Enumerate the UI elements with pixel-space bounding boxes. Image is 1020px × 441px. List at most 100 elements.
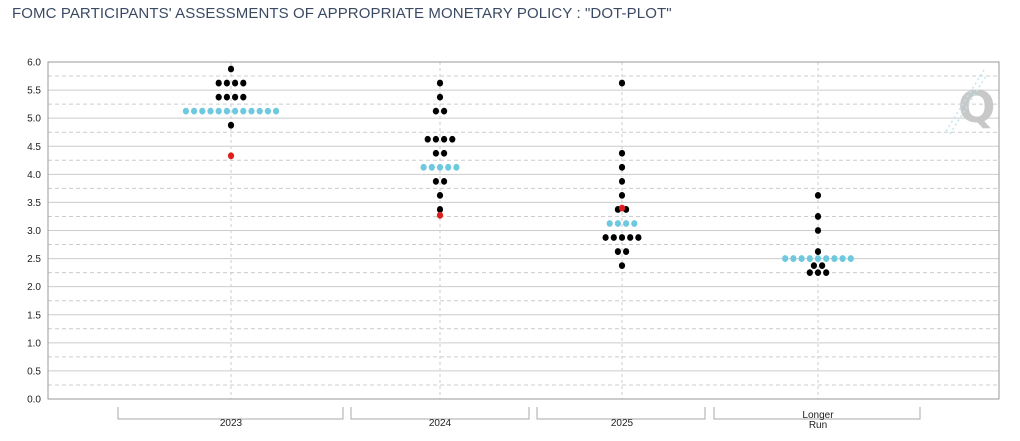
participant-dot bbox=[618, 149, 626, 157]
median-dot bbox=[264, 107, 271, 115]
x-tick-label: 2025 bbox=[611, 418, 634, 429]
y-tick-label: 5.5 bbox=[27, 86, 41, 97]
median-dot bbox=[445, 163, 452, 171]
category-bracket bbox=[536, 407, 706, 420]
participant-dot bbox=[441, 149, 448, 157]
participant-dot bbox=[432, 177, 439, 185]
participant-dot bbox=[635, 234, 642, 241]
median-dot bbox=[215, 107, 222, 115]
dot-layer bbox=[182, 65, 854, 277]
participant-dot bbox=[814, 227, 822, 234]
median-dot bbox=[782, 255, 789, 262]
y-tick-label: 0.0 bbox=[27, 395, 41, 406]
x-tick-label: Run bbox=[809, 420, 827, 431]
median-dot bbox=[420, 163, 427, 171]
logo-watermark: Q bbox=[945, 69, 995, 135]
participant-dot bbox=[232, 79, 239, 87]
participant-dot bbox=[240, 93, 247, 101]
median-dot bbox=[240, 107, 247, 115]
participant-dot bbox=[618, 177, 626, 185]
participant-dot bbox=[814, 269, 822, 277]
plot-frame bbox=[47, 61, 1000, 400]
participant-dot bbox=[215, 79, 222, 87]
category-bracket bbox=[117, 407, 344, 420]
participant-dot bbox=[432, 149, 439, 157]
participant-dot bbox=[441, 135, 448, 143]
median-dot bbox=[273, 107, 280, 115]
y-tick-label: 2.5 bbox=[27, 254, 41, 265]
participant-dot bbox=[432, 135, 439, 143]
participant-dot bbox=[618, 79, 626, 87]
y-tick-label: 2.0 bbox=[27, 282, 41, 293]
y-tick-label: 4.0 bbox=[27, 170, 41, 181]
participant-dot bbox=[232, 93, 239, 101]
y-tick-label: 1.0 bbox=[27, 338, 41, 349]
participant-dot bbox=[618, 234, 626, 241]
participant-dot bbox=[602, 234, 609, 241]
chart-title: FOMC PARTICIPANTS' ASSESSMENTS OF APPROP… bbox=[12, 5, 672, 22]
x-tick-label: 2023 bbox=[220, 418, 243, 429]
median-dot bbox=[248, 107, 255, 115]
participant-dot bbox=[436, 206, 444, 213]
participant-dot bbox=[823, 269, 830, 277]
participant-dot bbox=[618, 163, 626, 171]
participant-dot bbox=[441, 177, 448, 185]
participant-dot bbox=[814, 213, 822, 220]
median-dot bbox=[606, 220, 613, 227]
median-dot bbox=[436, 163, 444, 171]
median-dot bbox=[839, 255, 846, 262]
participant-dot bbox=[814, 191, 822, 199]
participant-dot bbox=[436, 93, 444, 101]
highlight-dot bbox=[618, 204, 626, 212]
participant-dot bbox=[814, 248, 822, 255]
participant-dot bbox=[223, 79, 230, 87]
participant-dot bbox=[436, 79, 444, 87]
logo-stripe bbox=[949, 75, 987, 135]
y-tick-label: 6.0 bbox=[27, 58, 41, 69]
x-tick-label: Longer bbox=[802, 410, 834, 421]
median-dot bbox=[191, 107, 198, 115]
median-dot bbox=[798, 255, 805, 262]
median-dot bbox=[453, 163, 460, 171]
axis-layer: 0.0 0.5 1.0 1.5 2.0 2.5 3.0 3.5 4.0 4.5 5.0 5.5 6.0 2… bbox=[27, 58, 1000, 431]
highlight-dot bbox=[436, 211, 444, 219]
grid-layer bbox=[48, 61, 999, 400]
participant-dot bbox=[432, 107, 439, 115]
median-dot bbox=[631, 220, 638, 227]
participant-dot bbox=[614, 248, 622, 255]
participant-dot bbox=[810, 262, 818, 270]
participant-dot bbox=[240, 79, 247, 87]
median-dot bbox=[823, 255, 830, 262]
participant-dot bbox=[441, 107, 448, 115]
median-dot bbox=[847, 255, 854, 262]
participant-dot bbox=[610, 234, 617, 241]
median-dot bbox=[790, 255, 797, 262]
median-dot bbox=[182, 107, 189, 115]
median-dot bbox=[623, 220, 630, 227]
participant-dot bbox=[819, 262, 826, 270]
y-tick-label: 5.0 bbox=[27, 114, 41, 125]
y-tick-label: 1.5 bbox=[27, 310, 41, 321]
highlight-dot bbox=[227, 152, 235, 160]
median-dot bbox=[199, 107, 206, 115]
participant-dot bbox=[449, 135, 456, 143]
median-dot bbox=[232, 107, 239, 115]
median-dot bbox=[831, 255, 838, 262]
y-tick-label: 3.5 bbox=[27, 198, 41, 209]
participant-dot bbox=[215, 93, 222, 101]
participant-dot bbox=[627, 234, 634, 241]
x-tick-label: 2024 bbox=[429, 418, 452, 429]
y-tick-label: 3.0 bbox=[27, 226, 41, 237]
category-bracket bbox=[713, 407, 921, 420]
participant-dot bbox=[618, 191, 626, 199]
participant-dot bbox=[227, 121, 235, 129]
y-tick-label: 4.5 bbox=[27, 142, 41, 153]
category-bracket bbox=[350, 407, 530, 420]
participant-dot bbox=[618, 262, 626, 270]
participant-dot bbox=[223, 93, 230, 101]
median-dot bbox=[428, 163, 435, 171]
participant-dot bbox=[623, 248, 630, 255]
logo-stripe bbox=[945, 69, 985, 132]
median-dot bbox=[223, 107, 230, 115]
